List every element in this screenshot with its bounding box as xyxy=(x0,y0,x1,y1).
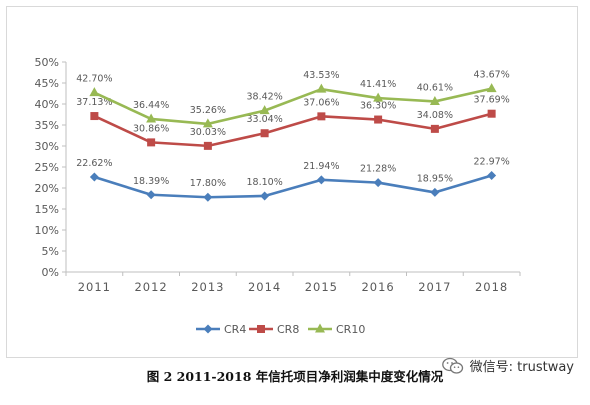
series-line-cr10 xyxy=(93,87,492,126)
watermark: 微信号: trustway xyxy=(441,356,574,375)
x-tick-label: 2014 xyxy=(248,280,281,294)
y-tick-label: 50% xyxy=(35,56,59,69)
data-point-cr8 xyxy=(90,112,99,121)
line-chart: 0% 5% 10% 15% 20% 25% 30% 35% 40% 45% 50% 2011 2012 2… xyxy=(35,56,521,336)
data-label-cr4: 22.97% xyxy=(474,157,510,168)
data-point-cr10 xyxy=(202,118,213,128)
data-point-cr8 xyxy=(147,138,156,147)
data-label-cr8: 37.69% xyxy=(474,95,510,106)
data-point-cr10 xyxy=(316,83,327,93)
y-tick-label: 25% xyxy=(35,161,59,174)
data-point-cr8 xyxy=(317,112,326,121)
x-tick-label: 2015 xyxy=(305,280,338,294)
x-tick-label: 2012 xyxy=(134,280,167,294)
y-tick-label: 45% xyxy=(35,77,59,90)
data-point-cr10 xyxy=(429,95,440,105)
x-tick-label: 2011 xyxy=(78,280,111,294)
figure-caption: 图 2 2011-2018 年信托项目净利润集中度变化情况 xyxy=(146,369,444,384)
data-point-cr4 xyxy=(487,171,497,181)
data-label-cr8: 30.03% xyxy=(190,127,226,138)
wechat-icon xyxy=(441,357,463,374)
data-point-cr4 xyxy=(203,192,213,202)
data-point-cr10 xyxy=(259,105,270,115)
data-point-cr4 xyxy=(373,178,383,188)
data-point-cr8 xyxy=(203,141,212,150)
data-point-cr10 xyxy=(373,92,384,102)
data-label-cr10: 38.42% xyxy=(247,92,283,103)
data-point-cr4 xyxy=(316,175,326,185)
legend-label-cr4: CR4 xyxy=(224,323,246,336)
data-label-cr4: 18.10% xyxy=(247,177,283,188)
data-point-cr4 xyxy=(146,190,156,200)
data-label-cr4: 21.94% xyxy=(303,161,339,172)
data-point-cr10 xyxy=(89,87,100,97)
legend-marker-cr10 xyxy=(315,323,325,333)
data-point-cr8 xyxy=(430,124,439,133)
data-label-cr8: 30.86% xyxy=(133,123,169,134)
data-point-cr10 xyxy=(486,83,497,93)
data-point-cr4 xyxy=(430,187,440,197)
data-label-cr10: 36.44% xyxy=(133,100,169,111)
legend-marker-cr8 xyxy=(257,325,265,333)
data-label-cr8: 37.13% xyxy=(76,97,112,108)
data-point-cr4 xyxy=(89,172,99,182)
data-label-cr8: 33.04% xyxy=(247,114,283,125)
x-tick-label: 2013 xyxy=(191,280,224,294)
legend-marker-cr4 xyxy=(203,324,213,334)
data-label-cr4: 18.95% xyxy=(417,173,453,184)
data-point-cr4 xyxy=(260,191,270,201)
y-tick-label: 15% xyxy=(35,203,59,216)
y-tick-label: 40% xyxy=(35,98,59,111)
x-tick-label: 2017 xyxy=(418,280,451,294)
data-label-cr10: 43.67% xyxy=(474,70,510,81)
watermark-text: 微信号: trustway xyxy=(469,360,574,375)
data-label-cr10: 41.41% xyxy=(360,79,396,90)
data-label-cr4: 21.28% xyxy=(360,164,396,175)
x-tick-label: 2018 xyxy=(475,280,508,294)
y-tick-label: 20% xyxy=(35,182,59,195)
x-tick-label: 2016 xyxy=(361,280,394,294)
data-label-cr8: 36.30% xyxy=(360,101,396,112)
series-line-cr4 xyxy=(93,174,492,199)
data-point-cr8 xyxy=(374,115,383,124)
legend-label-cr10: CR10 xyxy=(336,323,365,336)
data-label-cr10: 40.61% xyxy=(417,82,453,93)
data-label-cr4: 18.39% xyxy=(133,176,169,187)
data-label-cr10: 42.70% xyxy=(76,74,112,85)
y-tick-label: 5% xyxy=(42,245,59,258)
data-label-cr8: 37.06% xyxy=(303,97,339,108)
data-label-cr4: 22.62% xyxy=(76,158,112,169)
data-point-cr8 xyxy=(487,109,496,118)
legend-label-cr8: CR8 xyxy=(277,323,299,336)
data-point-cr10 xyxy=(146,113,157,123)
series-line-cr8 xyxy=(93,112,492,148)
y-tick-label: 10% xyxy=(35,224,59,237)
chart-frame xyxy=(6,6,578,358)
data-label-cr10: 35.26% xyxy=(190,105,226,116)
data-label-cr10: 43.53% xyxy=(303,70,339,81)
data-label-cr4: 17.80% xyxy=(190,178,226,189)
y-tick-label: 30% xyxy=(35,140,59,153)
data-label-cr8: 34.08% xyxy=(417,110,453,121)
data-point-cr8 xyxy=(260,129,269,138)
y-tick-label: 0% xyxy=(42,266,59,279)
y-tick-label: 35% xyxy=(35,119,59,132)
